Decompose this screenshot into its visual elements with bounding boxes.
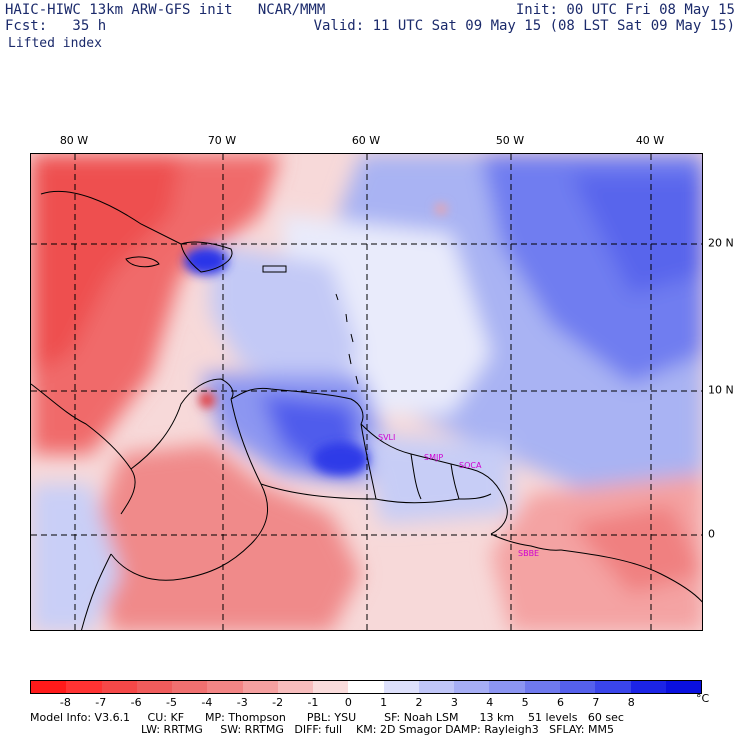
colorbar-swatch [630,681,666,693]
colorbar-tick-label: -4 [201,696,213,709]
lon-label-60w: 60 W [351,134,381,147]
colorbar-tick-label: -5 [165,696,177,709]
colorbar-swatch [136,681,173,693]
station-label: SBBE [518,549,539,558]
colorbar [30,680,702,694]
colorbar-swatch [31,681,67,693]
colorbar-swatch [418,681,455,693]
colorbar-swatch [66,681,102,693]
colorbar-swatch [277,681,314,693]
colorbar-tick-label: 7 [592,696,600,709]
colorbar-tick-label: -7 [95,696,107,709]
forecast-hour: Fcst: 35 h [5,18,107,34]
colorbar-swatch [524,681,560,693]
colorbar-tick-label: 3 [450,696,458,709]
footer-model-info: Model Info: V3.6.1 CU: KF MP: Thompson P… [30,711,624,724]
coastlines [31,190,702,630]
lat-label-0: 0 [708,527,715,541]
lat-label-10n: 10 N [708,383,734,397]
valid-time: Valid: 11 UTC Sat 09 May 15 (08 LST Sat … [313,18,735,34]
lat-label-20n: 20 N [708,236,734,250]
colorbar-tick-label: -8 [59,696,71,709]
model-title: HAIC-HIWC 13km ARW-GFS init NCAR/MMM [5,2,326,18]
colorbar-swatch [454,681,490,693]
lifted-index-map: SVLI SMJP SOCA SBBE [30,153,703,631]
colorbar-tick-label: -6 [130,696,142,709]
colorbar-tick-label: 6 [557,696,565,709]
colorbar-swatch [383,681,419,693]
station-label: SVLI [378,433,395,442]
colorbar-labels: -8 -7 -6 -5 -4 -3 -2 -1 0 1 2 3 4 5 6 7 8 [30,696,702,709]
colorbar-swatch [665,681,702,693]
colorbar-tick-label: -2 [272,696,284,709]
footer-physics-info: LW: RRTMG SW: RRTMG DIFF: full KM: 2D Sm… [141,723,614,736]
colorbar-swatch [207,681,243,693]
colorbar-swatch [172,681,208,693]
init-time: Init: 00 UTC Fri 08 May 15 [515,2,735,18]
station-label: SOCA [459,461,482,470]
colorbar-tick-label: 1 [380,696,388,709]
colorbar-tick-label: 2 [415,696,423,709]
colorbar-swatch [348,681,384,693]
map-canvas: SVLI SMJP SOCA SBBE [31,154,702,630]
colorbar-tick-label: -3 [236,696,248,709]
colorbar-tick-label: 0 [344,696,352,709]
colorbar-swatch [595,681,631,693]
field-name: Lifted index [8,36,102,51]
lon-label-40w: 40 W [635,134,665,147]
colorbar-tick-label: 4 [486,696,494,709]
colorbar-swatch [242,681,278,693]
lon-label-80w: 80 W [59,134,89,147]
colorbar-swatch [489,681,525,693]
colorbar-swatch [559,681,596,693]
colorbar-tick-label: 8 [627,696,635,709]
colorbar-swatch [313,681,349,693]
colorbar-tick-label: 5 [521,696,529,709]
lon-label-50w: 50 W [495,134,525,147]
colorbar-swatch [101,681,137,693]
colorbar-unit: °C [696,692,710,705]
station-label: SMJP [424,453,443,462]
graticule [31,154,702,630]
lon-label-70w: 70 W [207,134,237,147]
colorbar-tick-label: -1 [307,696,319,709]
